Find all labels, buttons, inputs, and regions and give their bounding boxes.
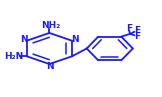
Text: F: F [126,24,132,33]
Text: N: N [71,36,79,44]
Text: H₂N: H₂N [4,52,23,61]
Text: N: N [46,62,53,71]
Text: NH₂: NH₂ [41,21,60,30]
Text: F: F [135,26,141,35]
Text: N: N [20,36,28,44]
Text: F: F [135,32,141,41]
